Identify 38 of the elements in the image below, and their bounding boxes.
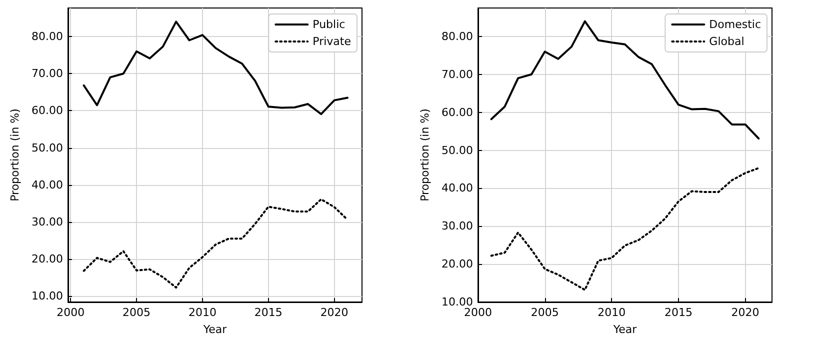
y-tick-label: 40.00 <box>32 178 63 192</box>
y-tick-label: 20.00 <box>442 258 473 271</box>
legend-label: Global <box>709 35 744 48</box>
x-tick-label: 2000 <box>464 306 492 319</box>
x-tick-label: 2010 <box>188 306 216 319</box>
y-tick-label: 80.00 <box>32 30 63 44</box>
x-tick-label: 2020 <box>320 306 348 319</box>
legend-label: Domestic <box>709 18 762 31</box>
y-tick-label: 10.00 <box>442 296 473 308</box>
x-tick-label: 2015 <box>664 306 692 319</box>
x-tick-label: 2010 <box>598 306 626 319</box>
x-tick-label: 2000 <box>56 306 85 319</box>
y-tick-label: 80.00 <box>442 30 473 43</box>
x-tick-label: 2005 <box>530 306 559 319</box>
x-tick-label: 2015 <box>254 306 282 319</box>
x-tick-label: 2020 <box>731 306 760 319</box>
y-tick-label: 30.00 <box>442 220 473 233</box>
line-series <box>490 167 760 291</box>
y-axis-title: Proportion (in %) <box>418 108 432 202</box>
line-series <box>82 198 348 289</box>
y-tick-label: 50.00 <box>442 144 473 157</box>
y-tick-label: 20.00 <box>32 252 63 266</box>
y-tick-label: 10.00 <box>32 290 63 303</box>
legend-label: Private <box>312 35 352 48</box>
line-series <box>490 20 760 140</box>
y-tick-label: 50.00 <box>32 141 63 154</box>
y-tick-label: 60.00 <box>32 104 63 118</box>
y-tick-label: 30.00 <box>32 215 63 228</box>
y-axis-title: Proportion (in %) <box>8 108 22 202</box>
x-axis-title: Year <box>202 323 228 336</box>
line-series <box>82 20 348 116</box>
y-tick-label: 70.00 <box>32 67 63 80</box>
y-tick-label: 40.00 <box>442 182 473 195</box>
x-axis-title: Year <box>612 323 638 336</box>
x-tick-label: 2005 <box>122 306 151 319</box>
legend-label: Public <box>312 18 346 31</box>
y-tick-label: 60.00 <box>442 106 473 119</box>
y-tick-label: 70.00 <box>442 68 473 81</box>
